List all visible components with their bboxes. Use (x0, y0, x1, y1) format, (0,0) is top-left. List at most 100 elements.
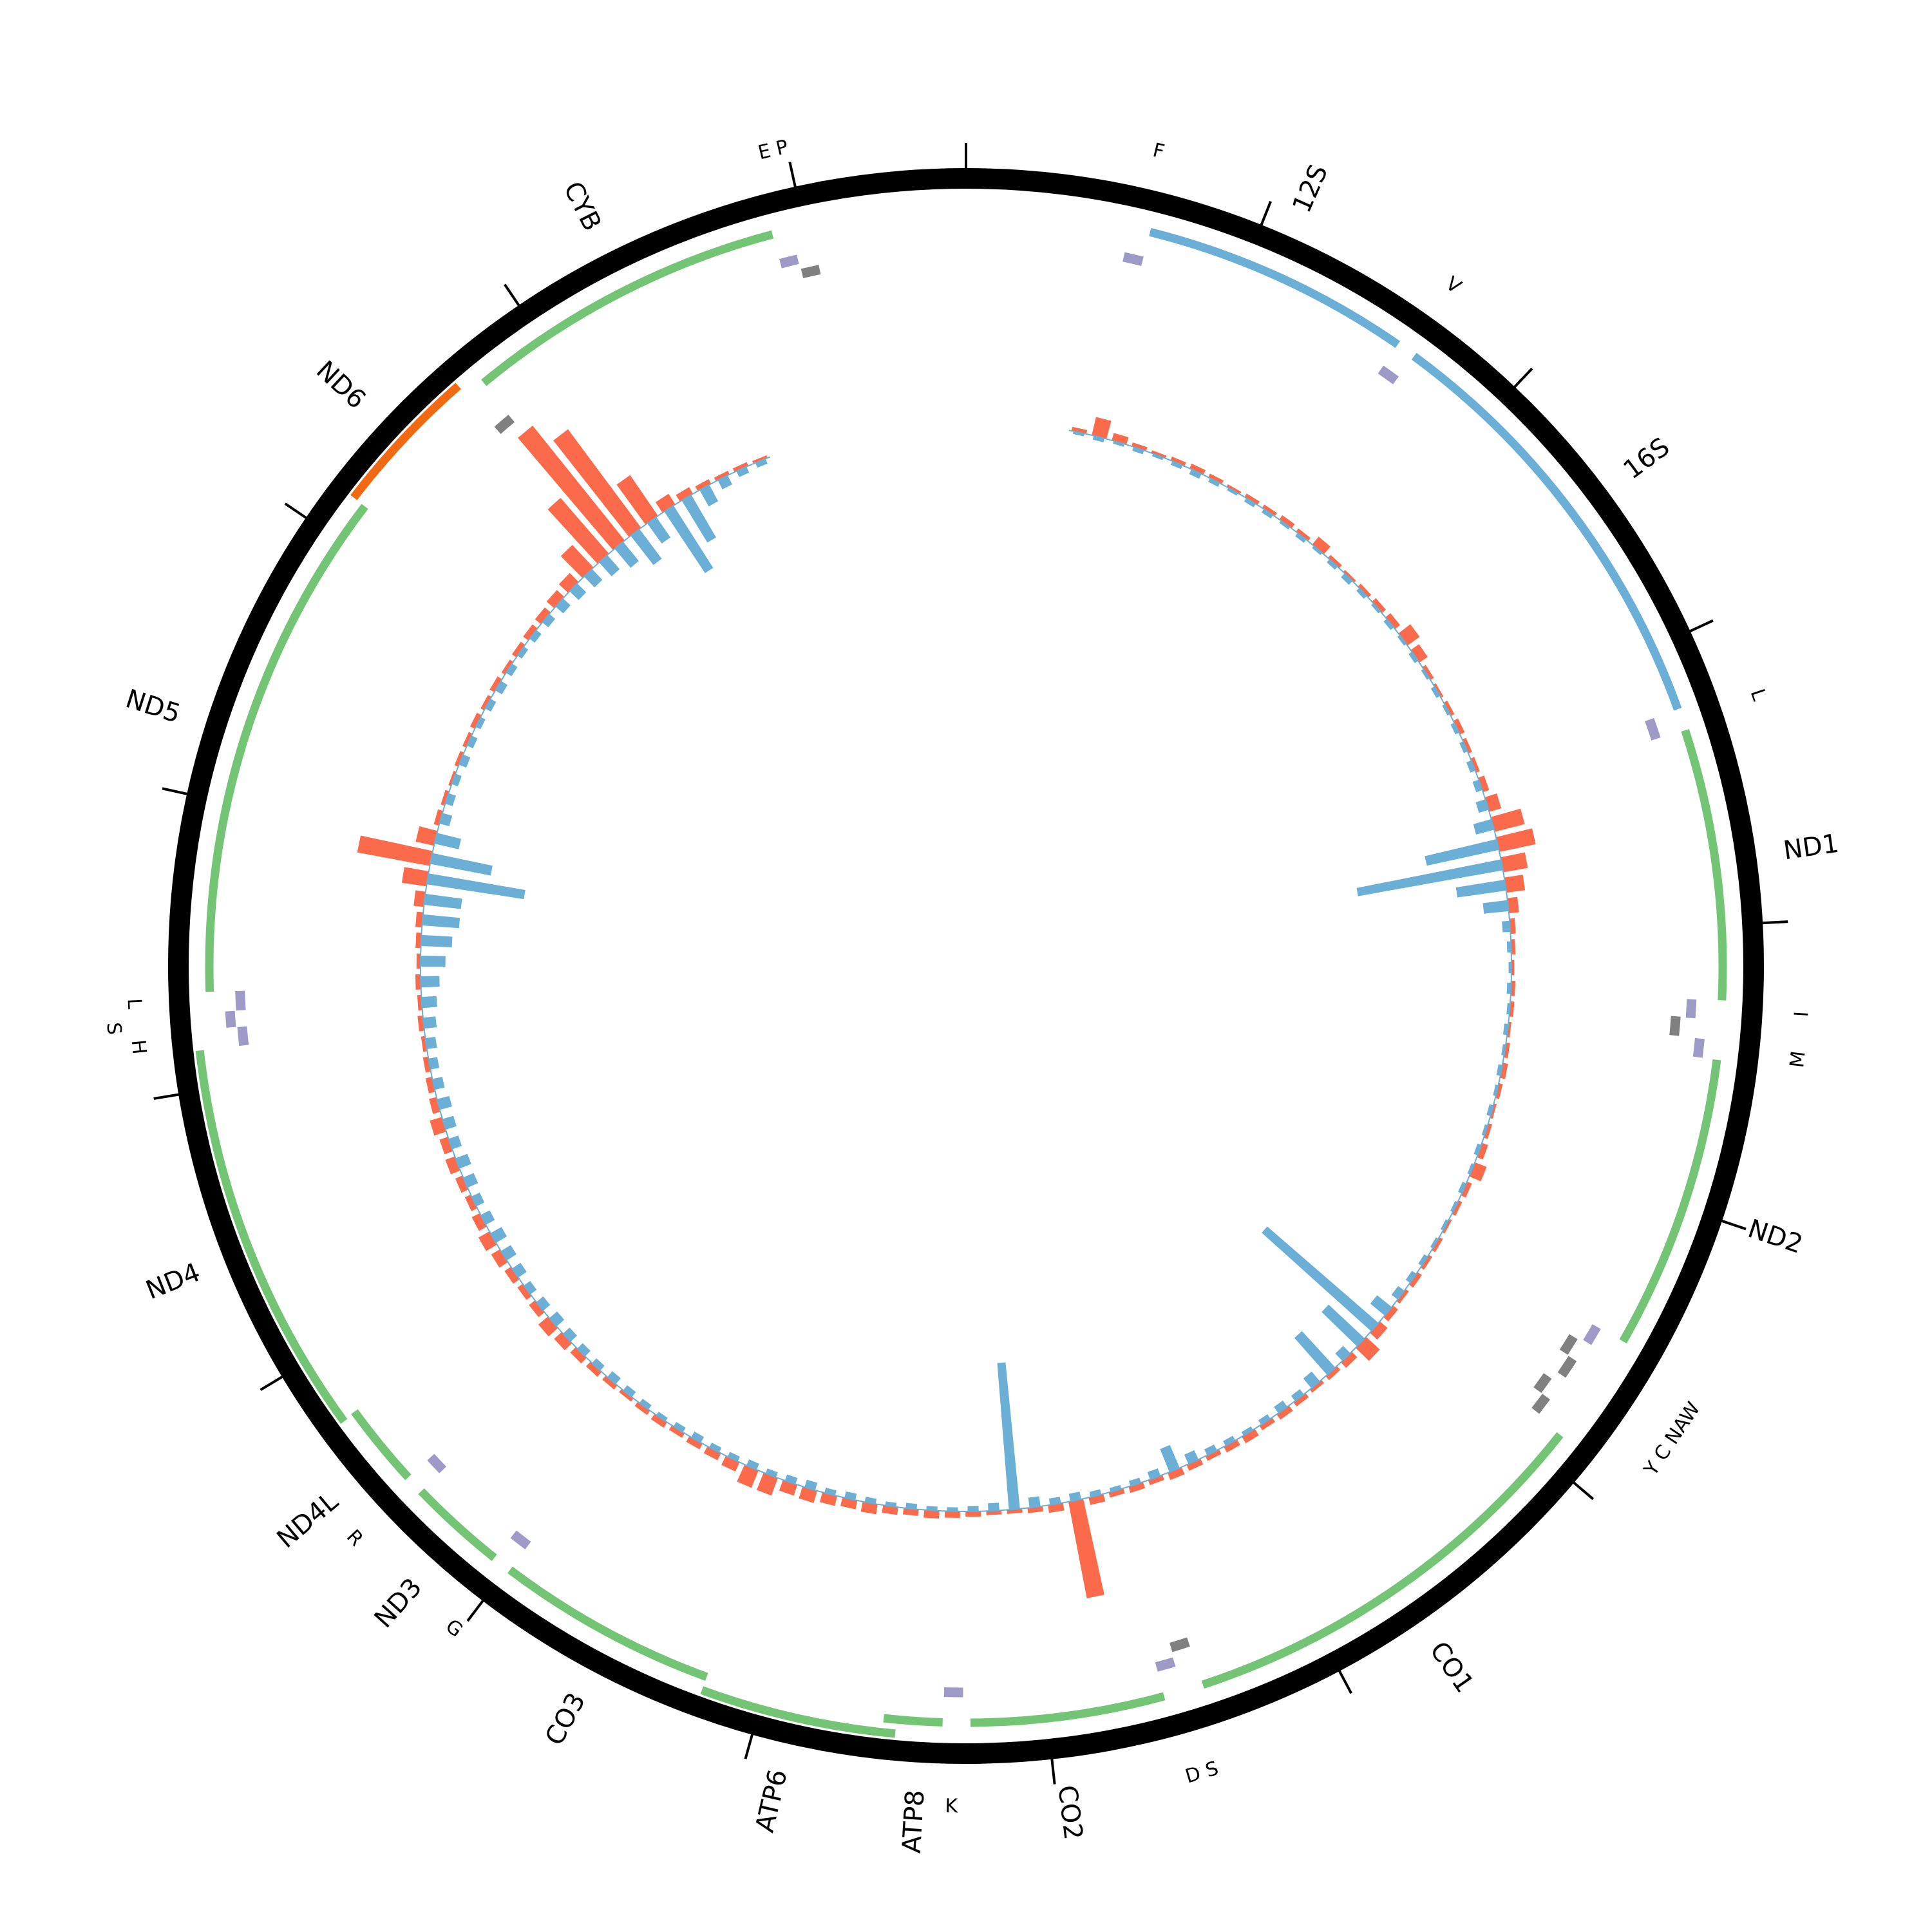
gene-nd3 (418, 1488, 497, 1561)
gene-label-12s: 12S (1287, 160, 1334, 217)
gene-label-nd1: ND1 (1781, 829, 1841, 866)
gene-atp6 (700, 1686, 896, 1738)
gene-nd1 (1681, 728, 1727, 1001)
gene-label-atp8: ATP8 (897, 1789, 931, 1854)
gene-label-co1: CO1 (1424, 1636, 1479, 1698)
coverage-forward-bar (1490, 808, 1525, 832)
tick-mark (504, 283, 521, 307)
gene-track (195, 227, 1727, 1738)
coverage-baseline (420, 430, 1512, 1512)
trna-w (1583, 1324, 1601, 1345)
trna-track (225, 252, 1705, 1698)
coverage-reverse-bar (1294, 1331, 1336, 1376)
coverage-reverse-bar (421, 996, 437, 1009)
tick-mark (1338, 1669, 1352, 1694)
tick-mark (260, 1375, 284, 1391)
coverage-reverse-bar (967, 1506, 979, 1512)
gene-label-nd3: ND3 (369, 1573, 428, 1634)
coverage-reverse-bar (1455, 879, 1507, 898)
trna-label-e-p: E P (756, 136, 790, 165)
trna-label-k: K (945, 1795, 959, 1817)
trna-s (1170, 1637, 1190, 1653)
coverage-reverse-bar (426, 873, 526, 900)
gene-label-atp6: ATP6 (750, 1766, 793, 1835)
trna-d (1155, 1657, 1176, 1672)
trna-l (235, 990, 246, 1011)
coverage-reverse-bar (420, 955, 446, 967)
coverage-forward-bar (1500, 852, 1528, 873)
tick-mark (1513, 367, 1533, 389)
tick-mark (1260, 201, 1272, 227)
coverage-forward-bar (1504, 875, 1526, 893)
tick-mark (284, 502, 308, 520)
gene-nd2 (1619, 1059, 1721, 1344)
gene-label-nd6: ND6 (310, 355, 371, 415)
tick-mark (744, 1733, 754, 1759)
trna-p (800, 265, 821, 279)
trna-label-s: S (102, 1021, 125, 1036)
trna-n (1557, 1356, 1577, 1378)
trna-y (1531, 1394, 1550, 1414)
coverage-reverse-bar (420, 976, 440, 988)
gene-label-nd4l: ND4L (272, 1486, 345, 1555)
trna-q (1669, 1016, 1681, 1036)
coverage-reverse-bar (988, 1502, 999, 1511)
tick-mark (466, 1599, 485, 1622)
tick-mark (1720, 1219, 1747, 1231)
gene-label-co2: CO2 (1052, 1784, 1088, 1842)
gene-nd6 (350, 383, 461, 500)
gene-16s (1411, 352, 1682, 711)
coverage-reverse-bar (420, 934, 453, 947)
gene-co3 (507, 1566, 708, 1681)
trna-l (1645, 717, 1661, 741)
coverage-reverse-bar (997, 1362, 1020, 1510)
trna-label-i: I (1790, 1010, 1813, 1018)
trna-label-f: F (1151, 139, 1167, 164)
trna-r (427, 1454, 446, 1473)
coverage-track (357, 417, 1536, 1598)
trna-label-v: V (1441, 272, 1465, 299)
gene-label-nd2: ND2 (1744, 1214, 1806, 1260)
trna-i (1685, 999, 1697, 1019)
trna-t (779, 254, 799, 269)
trna-label-l: L (1746, 686, 1771, 703)
gene-atp8 (883, 1714, 943, 1727)
coverage-reverse-bar (1262, 1226, 1379, 1332)
gene-cyb (481, 230, 774, 386)
tick-mark (1688, 619, 1714, 633)
tick-mark (1572, 1481, 1595, 1501)
gene-nd4l (351, 1409, 412, 1481)
position-ticks (153, 143, 1788, 1785)
trna-g (510, 1530, 531, 1549)
gene-12s (1149, 227, 1401, 348)
coverage-reverse-bar (1425, 838, 1500, 866)
trna-f (1122, 252, 1144, 267)
trna-label-m: M (1786, 1050, 1810, 1069)
trna-s (225, 1010, 236, 1028)
trna-h (237, 1026, 249, 1046)
coverage-forward-bar (1495, 828, 1536, 853)
trna-e (494, 414, 515, 434)
gene-co2 (970, 1692, 1166, 1727)
coverage-forward-bar (1068, 1498, 1104, 1598)
trna-v (1378, 365, 1399, 384)
trna-a (1559, 1334, 1578, 1355)
coverage-reverse-bar (1160, 1444, 1180, 1473)
coverage-reverse-bar (433, 833, 462, 849)
gene-co1 (1201, 1432, 1564, 1689)
tick-mark (788, 162, 797, 189)
trna-label-h: H (127, 1039, 151, 1056)
trna-label-g: G (441, 1615, 467, 1642)
coverage-reverse-bar (1473, 819, 1495, 835)
trna-label-r: R (342, 1526, 368, 1551)
trna-label-l: L (122, 998, 146, 1010)
tick-mark (153, 1093, 180, 1100)
trna-c (1533, 1373, 1552, 1394)
tick-mark (1761, 920, 1788, 925)
genome-backbone-ring (168, 168, 1764, 1764)
gene-nd4 (195, 1050, 348, 1425)
tick-mark (162, 787, 189, 796)
gene-label-co3: CO3 (540, 1688, 591, 1750)
coverage-forward-bar (401, 867, 430, 887)
